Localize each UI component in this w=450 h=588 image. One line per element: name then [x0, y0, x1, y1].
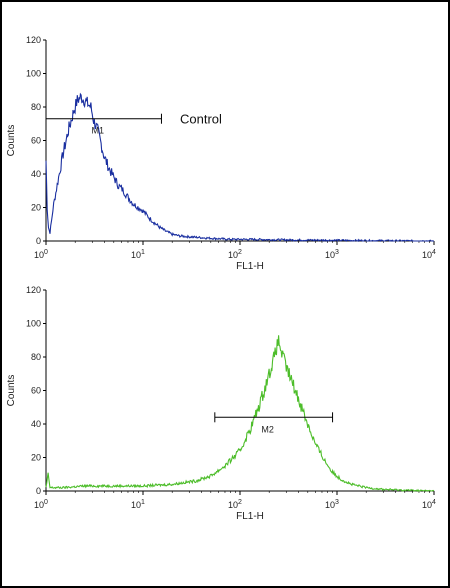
x-tick-label: 100	[34, 249, 48, 260]
control-histogram-panel: 0 20 40 60 80 100 120 100 101 102 103 104 Counts FL1-…	[6, 35, 436, 272]
y-tick-label: 100	[26, 69, 41, 79]
y-axis-title: Counts	[6, 125, 17, 157]
y-tick-label: 20	[31, 203, 41, 213]
histogram-trace	[45, 92, 434, 243]
x-axis-title: FL1-H	[236, 511, 264, 522]
x-tick-label: 103	[325, 249, 339, 260]
x-tick-label: 102	[228, 499, 242, 510]
y-tick-label: 20	[31, 453, 41, 463]
y-tick-label: 60	[31, 386, 41, 396]
x-tick-label: 101	[131, 499, 145, 510]
gate-marker-label: M1	[91, 126, 104, 136]
x-tick-label: 103	[325, 499, 339, 510]
control-annotation: Control	[180, 112, 222, 127]
x-tick-label: 104	[422, 499, 436, 510]
y-tick-label: 80	[31, 352, 41, 362]
y-axis-title: Counts	[6, 375, 17, 407]
stained-histogram-panel: 0 20 40 60 80 100 120 100 101 102 103 104 Counts FL1-…	[6, 285, 436, 522]
y-tick-label: 40	[31, 169, 41, 179]
y-tick-label: 0	[36, 236, 41, 246]
y-tick-label: 40	[31, 419, 41, 429]
y-tick-label: 0	[36, 486, 41, 496]
x-tick-label: 102	[228, 249, 242, 260]
y-tick-label: 80	[31, 102, 41, 112]
y-tick-label: 120	[26, 285, 41, 295]
y-tick-label: 60	[31, 136, 41, 146]
x-tick-label: 104	[422, 249, 436, 260]
x-axis-title: FL1-H	[236, 261, 264, 272]
gate-marker-label: M2	[261, 424, 274, 434]
x-tick-label: 100	[34, 499, 48, 510]
y-tick-label: 100	[26, 319, 41, 329]
y-tick-label: 120	[26, 35, 41, 45]
x-tick-label: 101	[131, 249, 145, 260]
histogram-trace	[45, 335, 435, 492]
